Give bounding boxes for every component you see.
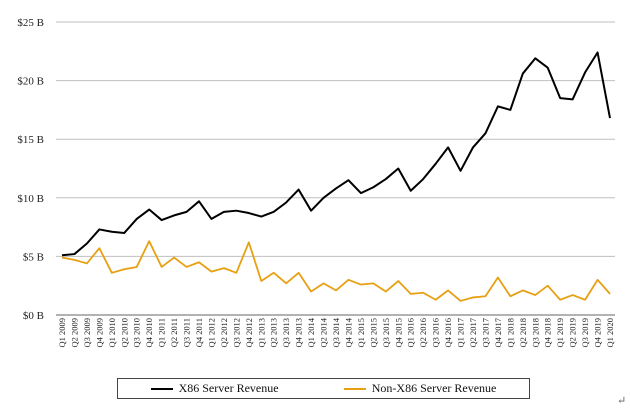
x-tick-label: Q4 2014 [343,317,353,347]
y-tick-label: $15 B [17,134,44,146]
y-axis-ticks: $0 B $5 B $10 B $15 B $20 B $25 B [17,17,44,322]
y-tick-label: $10 B [17,193,44,205]
x-tick-label: Q3 2019 [580,318,590,348]
x-tick-label: Q1 2018 [505,318,515,348]
x-tick-label: Q2 2014 [319,317,329,347]
x-tick-label: Q3 2015 [381,318,391,348]
x-tick-label: Q1 2017 [456,318,466,348]
x-axis-ticks: Q1 2009 Q2 2009 Q3 2009 Q4 2009 Q1 2010 Q2 20… [57,317,615,347]
x-tick-label: Q2 2012 [219,318,229,348]
x-tick-label: Q2 2015 [368,318,378,348]
legend-label-x86: X86 Server Revenue [178,381,279,395]
x-tick-label: Q1 2015 [356,318,366,348]
x-tick-label: Q1 2010 [107,318,117,348]
legend-item-x86: X86 Server Revenue [150,381,279,396]
legend: X86 Server Revenue Non-X86 Server Revenu… [117,378,530,399]
x-tick-label: Q4 2013 [294,318,304,348]
x-tick-label: Q3 2009 [82,318,92,348]
x-tick-label: Q2 2011 [169,318,179,347]
x-tick-label: Q3 2016 [431,318,441,348]
y-tick-label: $0 B [23,310,44,322]
y-tick-label: $25 B [17,17,44,29]
x-tick-label: Q2 2013 [269,318,279,348]
legend-label-non-x86: Non-X86 Server Revenue [371,381,497,395]
x-tick-label: Q3 2011 [182,318,192,347]
gridlines [56,21,615,316]
x-tick-label: Q2 2019 [568,318,578,348]
x-tick-label: Q1 2013 [256,318,266,348]
x-tick-label: Q1 2011 [157,318,167,347]
series-line-x86 [61,51,611,257]
return-mark: ↵ [617,395,627,407]
x-tick-label: Q4 2015 [393,318,403,348]
x-tick-label: Q4 2011 [194,318,204,347]
x-tick-label: Q3 2010 [132,318,142,348]
x-tick-label: Q4 2018 [543,318,553,348]
x-tick-label: Q4 2012 [244,318,254,348]
x-tick-label: Q3 2017 [480,318,490,348]
x-tick-label: Q4 2017 [493,318,503,348]
x-tick-label: Q4 2009 [94,318,104,348]
legend-swatch-non-x86 [343,387,366,390]
x-tick-label: Q1 2014 [306,317,316,347]
x-tick-label: Q2 2017 [468,318,478,348]
series-line-non-x86 [61,240,611,302]
x-tick-label: Q2 2016 [418,318,428,348]
x-tick-label: Q2 2009 [69,318,79,348]
y-tick-label: $20 B [17,76,44,88]
x-tick-label: Q3 2014 [331,317,341,347]
x-tick-label: Q1 2016 [406,318,416,348]
x-tick-label: Q1 2012 [206,318,216,348]
y-tick-label: $5 B [23,251,44,263]
series-lines [61,51,611,302]
x-tick-label: Q4 2016 [443,318,453,348]
legend-item-non-x86: Non-X86 Server Revenue [343,381,497,396]
x-tick-label: Q3 2013 [281,318,291,348]
x-tick-label: Q4 2019 [593,318,603,348]
x-tick-label: Q2 2018 [518,318,528,348]
legend-swatch-x86 [150,387,173,390]
x-tick-label: Q2 2010 [119,318,129,348]
x-tick-label: Q3 2012 [231,318,241,348]
x-tick-label: Q1 2019 [555,318,565,348]
x-tick-label: Q3 2018 [530,318,540,348]
x-tick-label: Q4 2010 [144,318,154,348]
x-tick-label: Q1 2009 [57,318,67,348]
x-tick-label: Q1 2020 [605,318,615,348]
